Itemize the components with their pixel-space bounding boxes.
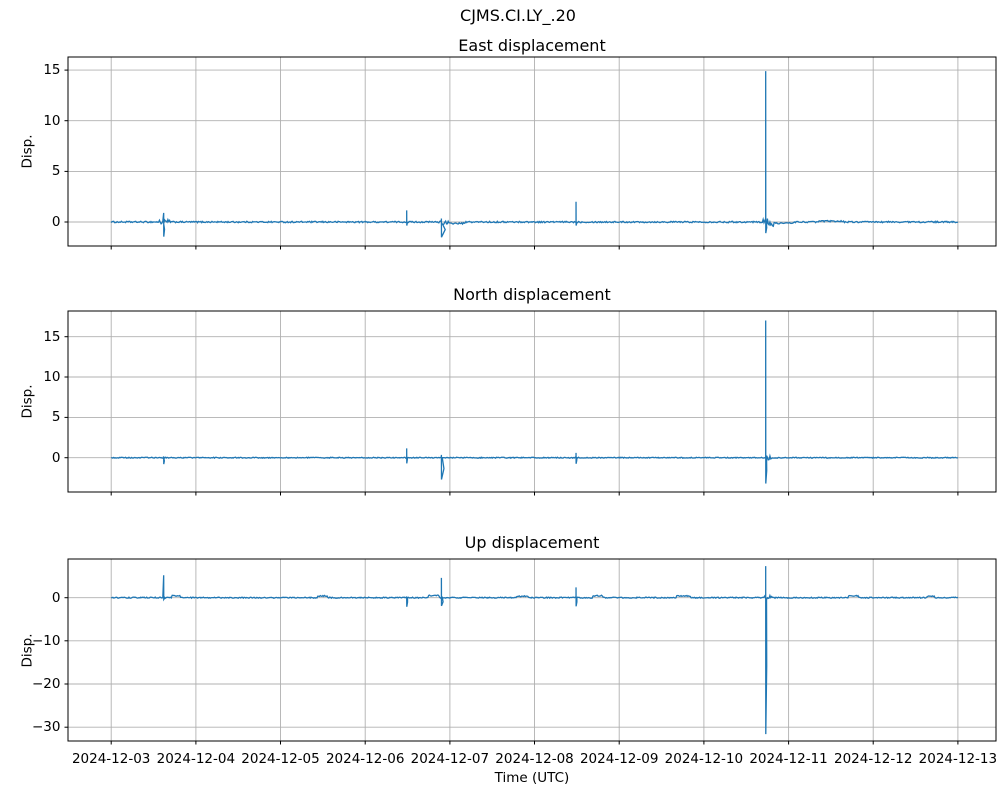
x-tick-label: 2024-12-04: [156, 751, 236, 767]
up-y-tick-label: −20: [32, 676, 61, 693]
up-series-line: [110, 566, 959, 735]
north-y-tick-label: 10: [43, 369, 61, 385]
x-tick-label: 2024-12-06: [325, 751, 405, 767]
x-tick-label: 2024-12-12: [833, 751, 913, 767]
x-tick-label: 2024-12-10: [664, 751, 744, 767]
up-y-tick-label: 0: [51, 589, 61, 606]
north-axes-frame: [67, 310, 997, 493]
east-y-tick-label: 10: [43, 112, 61, 129]
up-axes-frame: [67, 558, 997, 742]
up-plot: [64, 558, 997, 745]
x-tick-label: 2024-12-03: [71, 751, 151, 767]
north-y-tick-label: 15: [43, 328, 61, 345]
x-tick-label: 2024-12-08: [495, 751, 574, 767]
up-y-tick-label: −10: [32, 632, 61, 649]
subplot-title-up: Up displacement: [464, 533, 600, 552]
x-axis-label: Time (UTC): [494, 770, 570, 786]
up-y-tick-label: −30: [32, 719, 61, 736]
subplot-title-north: North displacement: [453, 285, 611, 304]
x-tick-label: 2024-12-13: [918, 751, 998, 767]
east-series-line: [110, 71, 959, 238]
x-tick-label: 2024-12-09: [579, 751, 659, 767]
x-tick-label: 2024-12-07: [410, 751, 490, 767]
subplot-title-east: East displacement: [458, 36, 606, 55]
figure-suptitle: CJMS.CI.LY_.20: [460, 6, 576, 25]
north-y-tick-label: 5: [51, 409, 61, 426]
east-y-tick-label: 0: [51, 213, 61, 230]
north-y-tick-label: 0: [51, 449, 61, 466]
north-plot: [64, 310, 997, 496]
north-series-line: [111, 320, 958, 484]
east-y-tick-label: 15: [43, 62, 61, 79]
east-axes-frame: [67, 56, 997, 247]
east-plot: [64, 56, 997, 250]
x-tick-label: 2024-12-11: [749, 751, 828, 767]
east-y-tick-label: 5: [51, 163, 61, 180]
x-tick-label: 2024-12-05: [241, 751, 320, 767]
